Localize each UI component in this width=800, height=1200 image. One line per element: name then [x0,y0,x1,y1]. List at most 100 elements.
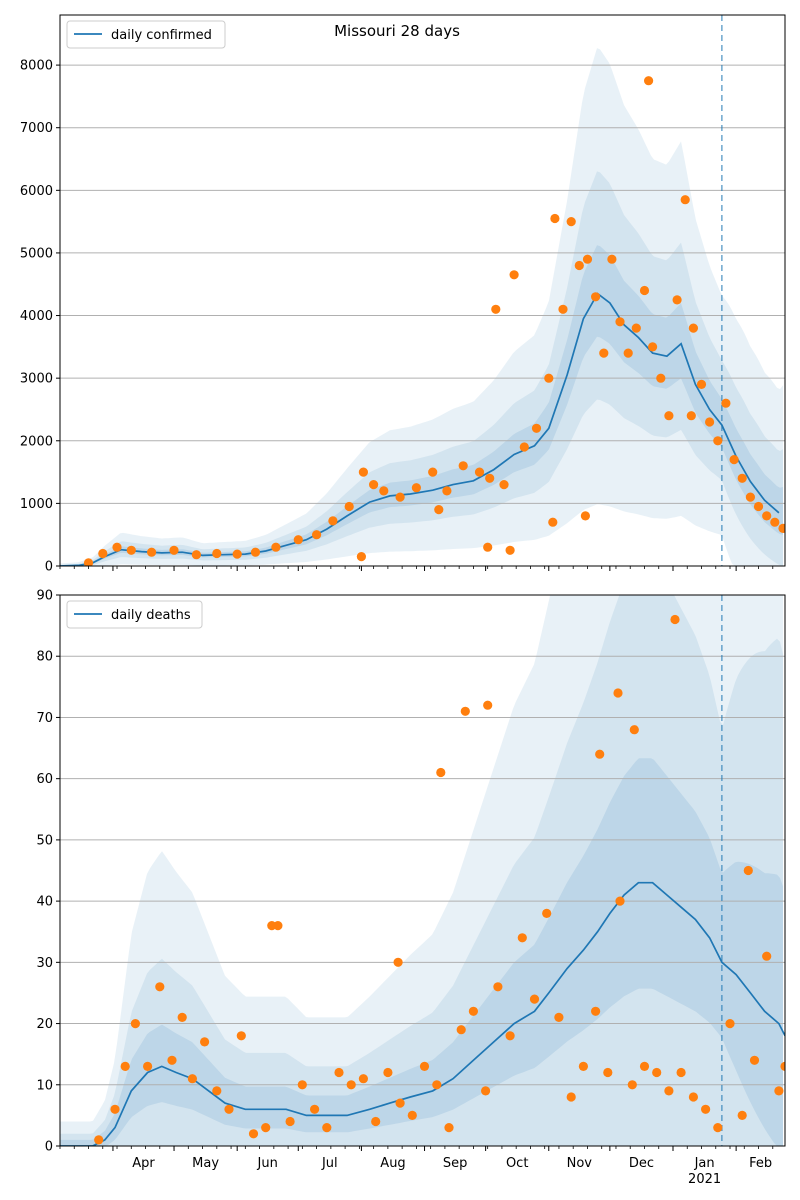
data-point [688,323,699,333]
data-point [212,548,222,559]
data-point [670,614,680,625]
confidence-band [60,245,783,566]
y-tick-label: 50 [36,833,53,848]
y-tick-label: 90 [36,589,53,604]
data-point [544,373,554,383]
data-point [344,501,354,512]
data-point [356,552,366,562]
data-point [126,545,136,555]
data-point [550,213,560,224]
data-point [615,317,625,327]
data-point [531,423,542,433]
y-tick-label: 60 [36,772,53,787]
data-point [485,473,495,483]
data-point [774,1086,784,1096]
data-point [224,1104,234,1114]
data-point [456,1025,466,1035]
top-panel: 0 1000 2000 3000 4000 5000 6000 7000 8000 Missou… [20,14,786,575]
data-point [147,547,157,557]
data-point [328,516,338,526]
legend-label-confirmed: daily confirmed [111,28,212,43]
data-point [110,1104,120,1114]
series-line [60,881,785,1146]
data-point [505,1031,515,1041]
data-point [444,1123,454,1133]
data-point [293,535,303,545]
data-point [460,706,470,716]
top-y-axis: 0 1000 2000 3000 4000 5000 6000 7000 8000 [20,59,60,575]
data-point [595,749,605,759]
y-tick-label: 3000 [20,372,53,387]
y-tick-label: 4000 [20,309,53,324]
data-point [419,1061,430,1071]
bottom-x-axis: Apr May Jun Jul Aug Sep Oct Nov Dec Jan Feb 2021 [59,1146,774,1187]
data-point [591,292,601,302]
data-point [483,700,493,710]
data-point [762,951,772,961]
data-point [310,1104,320,1114]
data-point [580,511,591,521]
data-point [721,398,731,408]
data-point [713,1123,723,1133]
data-point [753,501,764,512]
data-point [566,1092,576,1102]
data-point [623,348,633,358]
data-point [395,1098,405,1108]
x-tick-label: Dec [629,1156,654,1171]
data-point [629,725,639,735]
data-point [542,908,552,919]
data-point [743,865,753,876]
data-point [578,1061,589,1071]
y-tick-label: 2000 [20,434,53,449]
data-point [688,1092,699,1102]
data-point [676,1067,686,1078]
data-point [639,1061,650,1071]
confirmed-points [83,76,785,566]
series-line [60,292,780,566]
data-point [112,542,122,552]
data-point [519,442,529,452]
confidence-band [60,595,783,1146]
data-point [432,1080,442,1090]
y-tick-label: 70 [36,711,53,726]
data-point [696,379,707,389]
data-point [664,411,674,421]
data-point [358,467,368,477]
data-point [130,1019,140,1029]
data-point [395,492,405,502]
top-x-ticks [59,566,774,571]
x-tick-label: Nov [567,1156,593,1171]
y-tick-label: 20 [36,1017,53,1032]
data-point [297,1080,307,1090]
data-point [574,260,584,271]
data-point [371,1116,381,1127]
x-tick-label: Sep [443,1156,468,1171]
data-point [250,547,261,557]
y-tick-label: 5000 [20,246,53,261]
data-point [212,1086,222,1096]
data-point [558,304,568,314]
x-tick-label: Oct [506,1156,528,1171]
y-tick-label: 6000 [20,184,53,199]
data-point [474,467,485,477]
data-point [491,304,501,314]
y-tick-label: 30 [36,956,53,971]
data-point [505,545,515,555]
confidence-band [60,171,783,566]
x-year-label: 2021 [688,1172,721,1187]
data-point [582,254,593,264]
confirmed-line [60,292,780,566]
chart-title: Missouri 28 days [334,22,460,40]
data-point [143,1061,153,1071]
x-tick-label: Jan [694,1156,715,1171]
data-point [599,348,609,358]
top-axes-frame [59,14,786,567]
deaths-bands [60,595,783,1146]
data-point [648,342,658,352]
data-point [358,1074,368,1084]
data-point [627,1080,637,1090]
data-point [745,492,756,502]
data-point [615,896,625,906]
data-point [261,1123,271,1133]
y-tick-label: 1000 [20,497,53,512]
